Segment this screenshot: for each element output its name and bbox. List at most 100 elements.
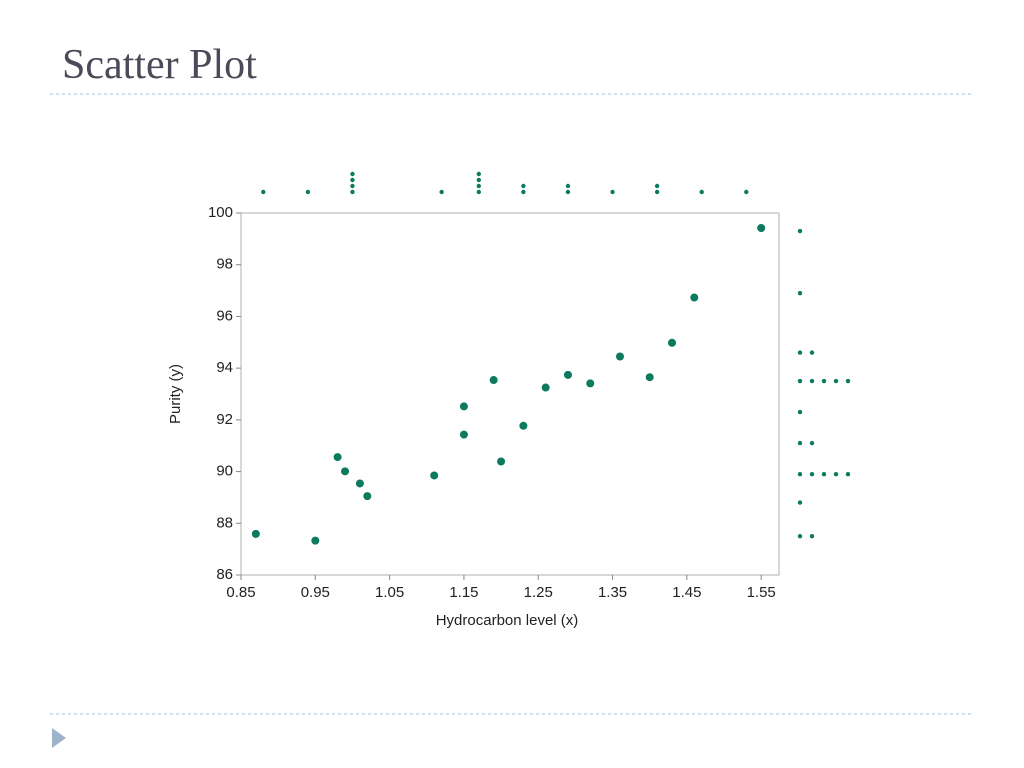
x-dotplot-dot (654, 183, 660, 189)
x-dotplot-dot (744, 189, 749, 195)
plot-frame (240, 212, 780, 576)
scatter-point (757, 223, 766, 232)
y-dotplot-stack (797, 471, 851, 477)
y-tick-label: 88 (216, 514, 233, 531)
scatter-point (363, 492, 372, 501)
x-dotplot-dot (654, 189, 660, 195)
x-dotplot-dot (699, 189, 704, 195)
y-axis-label: Purity (y) (167, 364, 184, 424)
y-dotplot-dot (797, 228, 803, 234)
y-tick-label: 98 (216, 256, 233, 273)
scatter-point (459, 430, 468, 439)
y-dotplot-stack (797, 440, 815, 446)
x-dotplot-dot (261, 189, 266, 195)
y-dotplot-dot (797, 290, 803, 296)
y-dotplot-dot (809, 378, 815, 384)
scatter-point (563, 370, 572, 379)
x-tick-label: 1.45 (672, 584, 701, 601)
scatter-point (645, 373, 654, 382)
y-tick-label: 90 (216, 463, 233, 480)
x-dotplot-dot (439, 189, 444, 195)
x-dotplot-stack (565, 183, 571, 195)
y-dotplot-dot (845, 471, 851, 477)
x-dotplot-dot (565, 183, 571, 189)
x-dotplot-dot (350, 189, 355, 195)
scatter-point (333, 453, 342, 462)
x-dotplot-dot (521, 189, 526, 195)
x-dotplot-dot (350, 183, 355, 189)
y-dotplot-stack (797, 534, 815, 539)
bullet-icon (52, 728, 66, 748)
x-tick-label: 1.35 (598, 584, 627, 601)
y-dotplot-stack (797, 350, 815, 355)
y-dotplot-dot (797, 440, 803, 446)
y-dotplot-dot (833, 378, 839, 384)
y-tick-label: 92 (216, 411, 233, 428)
x-dotplot-dot (476, 177, 481, 183)
x-dotplot-dot (565, 189, 571, 195)
y-dotplot-dot (833, 471, 839, 477)
y-dotplot-dot (797, 534, 803, 539)
y-dotplot-dot (809, 440, 815, 446)
y-dotplot-dot (821, 378, 827, 384)
x-dotplot-stack (261, 189, 266, 195)
x-tick-label: 1.05 (375, 584, 404, 601)
x-tick-label: 1.55 (747, 584, 776, 601)
scatter-point (251, 529, 260, 538)
scatter-point (667, 338, 676, 347)
y-dotplot-dot (797, 378, 803, 384)
scatter-point (311, 536, 320, 545)
y-dotplot-dot (809, 534, 815, 539)
x-dotplot-stack (744, 189, 749, 195)
scatter-point (355, 479, 364, 488)
scatter-point (341, 467, 350, 476)
y-tick-label: 100 (208, 204, 233, 221)
scatter-point (615, 352, 624, 361)
x-dotplot-dot (350, 171, 355, 177)
scatter-point (690, 293, 699, 302)
y-dotplot-stack (797, 409, 803, 415)
x-dotplot-stack (439, 189, 444, 195)
x-dotplot-dot (476, 171, 481, 177)
y-dotplot-dot (797, 409, 803, 415)
x-dotplot-dot (350, 177, 355, 183)
y-dotplot-dot (797, 350, 803, 355)
x-tick-label: 1.25 (524, 584, 553, 601)
y-dotplot-dot (821, 471, 827, 477)
x-tick-label: 1.15 (449, 584, 478, 601)
y-dotplot-stack (797, 228, 803, 234)
y-dotplot-dot (809, 471, 815, 477)
scatter-point (497, 457, 506, 466)
x-tick-label: 0.85 (226, 584, 255, 601)
x-tick-label: 0.95 (301, 584, 330, 601)
x-dotplot-stack (350, 171, 355, 195)
x-dotplot-stack (521, 183, 526, 195)
y-tick-label: 86 (216, 566, 233, 583)
scatter-point (541, 383, 550, 392)
x-dotplot-dot (476, 183, 481, 189)
y-dotplot-dot (797, 471, 803, 477)
x-dotplot-dot (476, 189, 481, 195)
slide-title: Scatter Plot (62, 42, 257, 88)
x-dotplot-stack (305, 189, 311, 195)
scatter-point (489, 376, 498, 385)
y-dotplot-stack (797, 500, 803, 505)
scatter-point (459, 402, 468, 411)
y-dotplot-dot (809, 350, 815, 355)
x-dotplot-stack (610, 189, 615, 195)
scatter-point (586, 379, 595, 388)
y-dotplot-dot (845, 378, 851, 384)
y-tick-label: 94 (216, 359, 233, 376)
x-dotplot-dot (610, 189, 615, 195)
y-dotplot-stack (797, 290, 803, 296)
x-dotplot-stack (476, 171, 481, 195)
x-dotplot-dot (305, 189, 311, 195)
y-dotplot-stack (797, 378, 851, 384)
y-dotplot-dot (797, 500, 803, 505)
x-dotplot-stack (699, 189, 704, 195)
x-axis-label: Hydrocarbon level (x) (436, 612, 579, 629)
scatter-point (430, 471, 439, 480)
x-dotplot-dot (521, 183, 526, 189)
